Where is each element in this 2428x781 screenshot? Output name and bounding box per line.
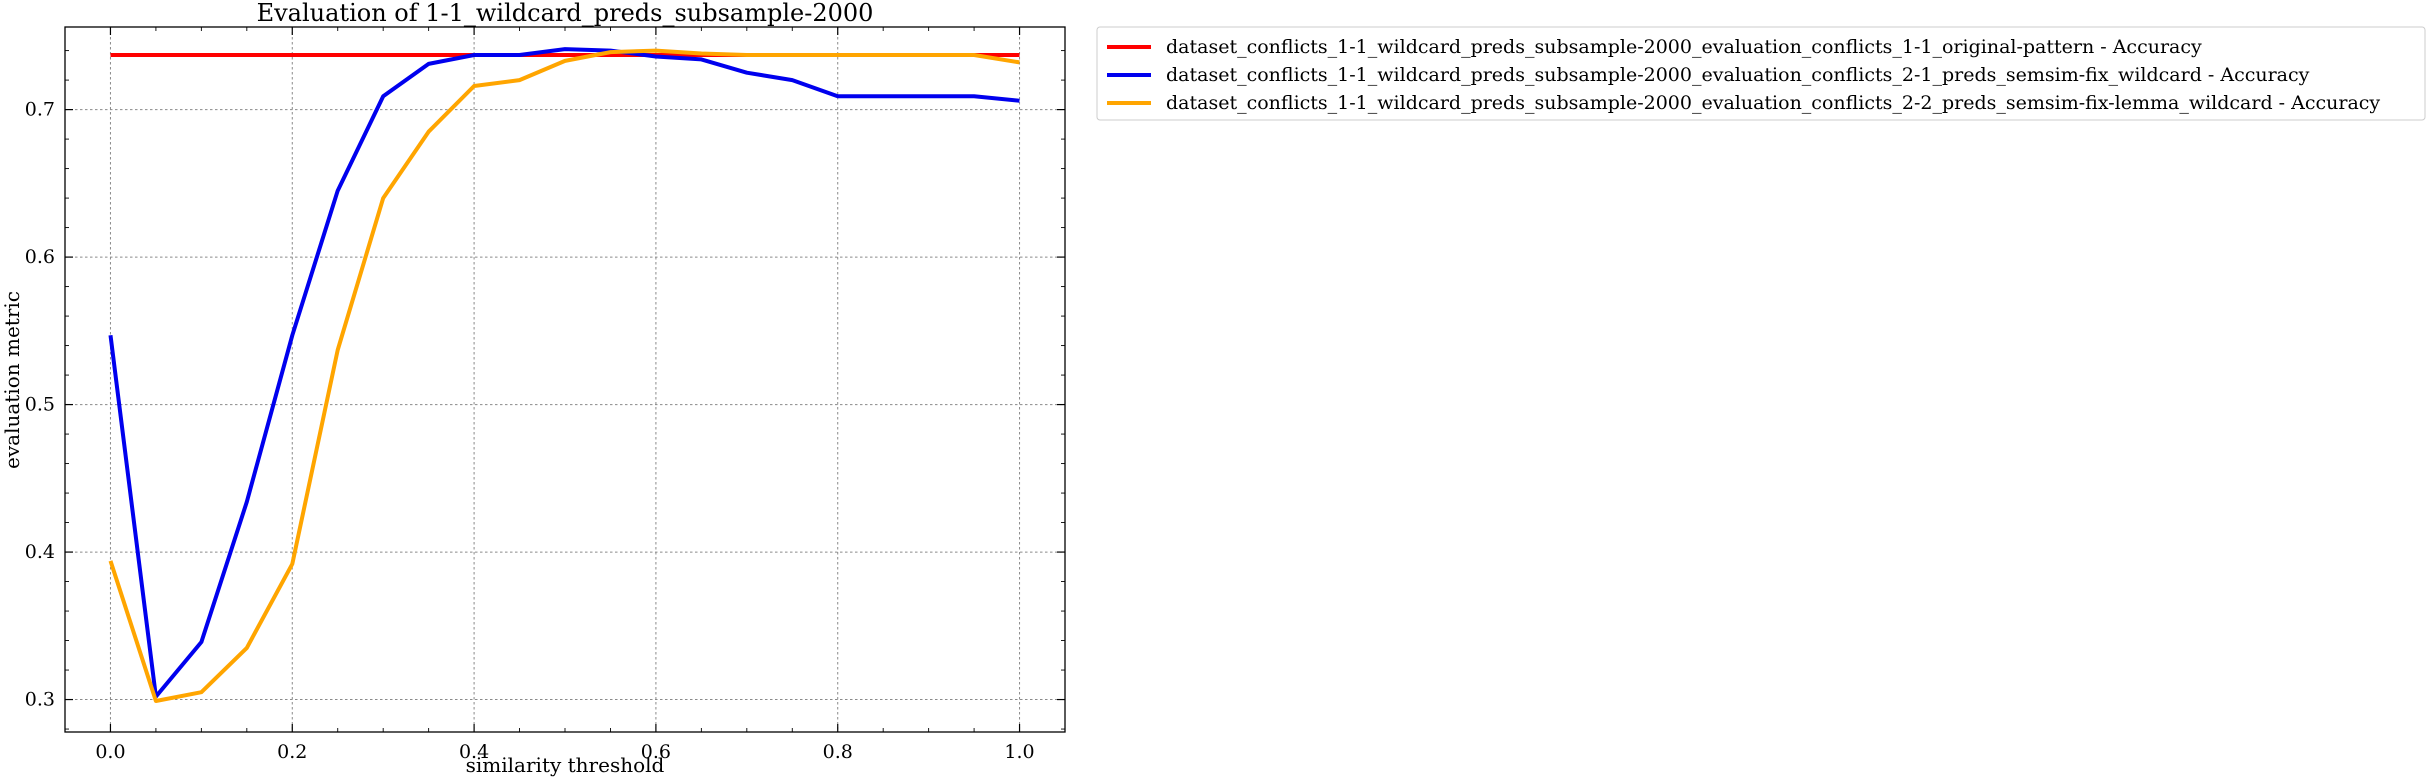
y-tick-label: 0.3 bbox=[25, 689, 55, 711]
y-tick-label: 0.4 bbox=[25, 541, 55, 563]
y-axis-label: evaluation metric bbox=[0, 291, 24, 469]
legend: dataset_conflicts_1-1_wildcard_preds_sub… bbox=[1096, 26, 2426, 121]
series-lines bbox=[108, 47, 1020, 703]
legend-label: dataset_conflicts_1-1_wildcard_preds_sub… bbox=[1166, 92, 2380, 114]
tick-labels: 0.0 0.2 0.4 0.6 0.8 1.0 0.3 0.4 0.5 0.6 0.7 bbox=[25, 99, 1035, 763]
x-axis-label: similarity threshold bbox=[466, 753, 665, 777]
x-tick-label: 0.2 bbox=[277, 741, 307, 763]
series-line-3 bbox=[108, 48, 1020, 703]
y-tick-label: 0.6 bbox=[25, 246, 55, 268]
y-tick-label: 0.7 bbox=[25, 99, 55, 121]
y-tick-label: 0.5 bbox=[25, 394, 55, 416]
legend-frame bbox=[1096, 26, 2426, 121]
chart-title: Evaluation of 1-1_wildcard_preds_subsamp… bbox=[257, 0, 874, 27]
legend-label: dataset_conflicts_1-1_wildcard_preds_sub… bbox=[1166, 36, 2202, 58]
x-tick-label: 1.0 bbox=[1004, 741, 1034, 763]
x-tick-label: 0.4 bbox=[459, 741, 489, 763]
plot-frame bbox=[64, 26, 1066, 733]
legend-label: dataset_conflicts_1-1_wildcard_preds_sub… bbox=[1166, 64, 2310, 86]
x-tick-label: 0.0 bbox=[95, 741, 125, 763]
x-tick-label: 0.8 bbox=[823, 741, 853, 763]
x-tick-label: 0.6 bbox=[641, 741, 671, 763]
series-line-2 bbox=[108, 47, 1020, 699]
axis-ticks bbox=[64, 27, 1066, 732]
grid bbox=[65, 27, 1065, 732]
